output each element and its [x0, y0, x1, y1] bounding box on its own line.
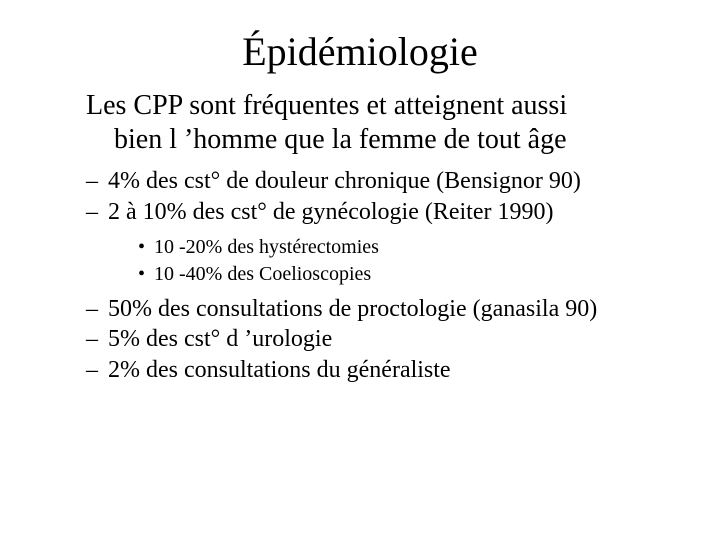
slide: Épidémiologie Les CPP sont fréquentes et… — [0, 0, 720, 540]
lead-text: Les CPP sont fréquentes et atteignent au… — [86, 89, 680, 156]
list-item: 10 -40% des Coelioscopies — [138, 261, 720, 288]
list-item: 5% des cst° d ’urologie — [86, 324, 720, 355]
list-item: 50% des consultations de proctologie (ga… — [86, 294, 720, 325]
list-item: 2 à 10% des cst° de gynécologie (Reiter … — [86, 197, 720, 228]
list-item: 4% des cst° de douleur chronique (Bensig… — [86, 166, 720, 197]
bullet-list-1: 4% des cst° de douleur chronique (Bensig… — [86, 166, 720, 227]
lead-line-2: bien l ’homme que la femme de tout âge — [86, 123, 680, 157]
bullet-list-2: 50% des consultations de proctologie (ga… — [86, 294, 720, 386]
sub-bullet-list: 10 -20% des hystérectomies 10 -40% des C… — [138, 234, 720, 288]
slide-title: Épidémiologie — [0, 0, 720, 89]
lead-line-1: Les CPP sont fréquentes et atteignent au… — [86, 89, 680, 123]
list-item: 2% des consultations du généraliste — [86, 355, 720, 386]
list-item: 10 -20% des hystérectomies — [138, 234, 720, 261]
